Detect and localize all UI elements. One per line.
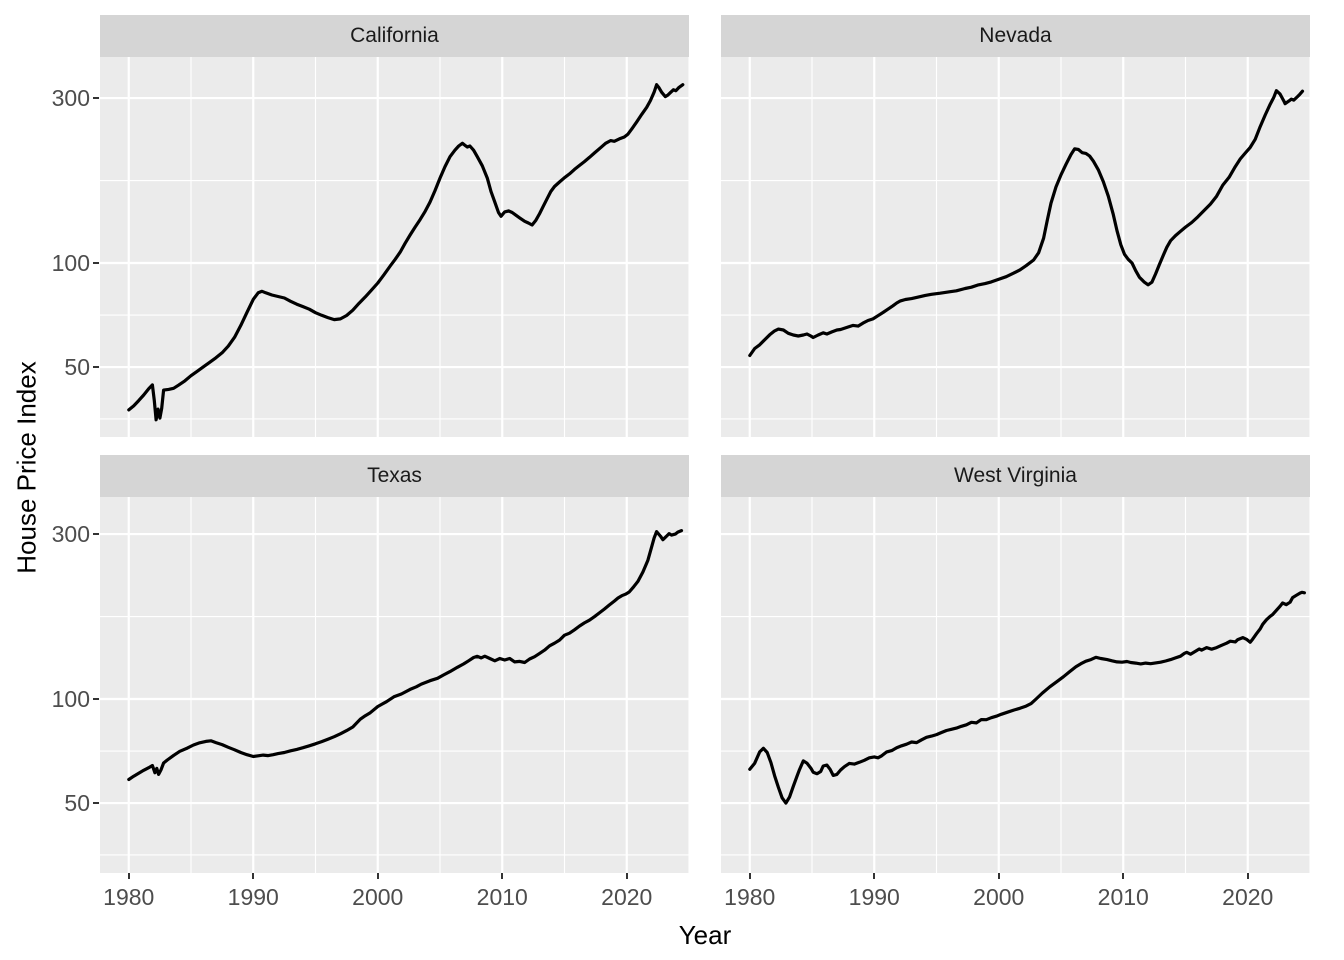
x-tick-label-1980: 1980 — [724, 884, 776, 910]
y-tick-mark — [93, 97, 99, 100]
plot-panel-west-virginia — [721, 497, 1310, 873]
y-tick-mark — [93, 262, 99, 264]
x-tick-mark — [127, 873, 130, 879]
y-tick-mark — [93, 366, 99, 369]
y-tick-label-100: 100 — [51, 685, 90, 712]
x-tick-mark — [252, 873, 255, 879]
facet-strip-nevada: Nevada — [721, 15, 1310, 57]
x-tick-mark — [997, 873, 1000, 879]
plot-panel-nevada — [721, 57, 1310, 437]
x-tick-mark — [1122, 873, 1125, 879]
y-tick-mark — [93, 802, 99, 805]
x-tick-mark — [376, 873, 379, 879]
x-tick-label-2020: 2020 — [601, 884, 653, 910]
x-tick-label-2010: 2010 — [476, 884, 528, 910]
y-tick-label-300: 300 — [51, 520, 90, 547]
facet-strip-label: Nevada — [979, 24, 1052, 47]
y-tick-label-100: 100 — [51, 249, 90, 276]
plot-panel-california — [100, 57, 689, 437]
facet-strip-label: West Virginia — [954, 464, 1077, 487]
facet-strip-label: California — [350, 24, 439, 47]
x-tick-mark — [873, 873, 876, 879]
x-tick-label-1980: 1980 — [103, 884, 155, 910]
facet-strip-california: California — [100, 15, 689, 57]
y-tick-label-50: 50 — [64, 789, 90, 816]
y-axis-title: House Price Index — [11, 361, 42, 574]
x-tick-label-2010: 2010 — [1097, 884, 1149, 910]
hpi-line-nevada — [748, 89, 1305, 358]
y-tick-mark — [93, 533, 99, 536]
y-tick-label-300: 300 — [51, 84, 90, 111]
y-tick-mark — [93, 698, 99, 700]
hpi-line-west-virginia — [748, 590, 1306, 805]
x-tick-mark — [1246, 873, 1249, 879]
facet-strip-west-virginia: West Virginia — [721, 455, 1310, 497]
facet-strip-label: Texas — [367, 464, 422, 487]
hpi-line-texas — [127, 529, 684, 782]
facet-strip-texas: Texas — [100, 455, 689, 497]
x-tick-mark — [748, 873, 751, 879]
x-tick-mark — [625, 873, 628, 879]
plot-panel-texas — [100, 497, 689, 873]
x-tick-label-2000: 2000 — [973, 884, 1025, 910]
x-tick-label-2000: 2000 — [352, 884, 404, 910]
x-axis-title: Year — [678, 920, 732, 950]
x-tick-label-2020: 2020 — [1222, 884, 1274, 910]
x-tick-label-1990: 1990 — [848, 884, 900, 910]
x-tick-mark — [501, 873, 504, 879]
hpi-line-california — [127, 83, 685, 422]
y-tick-label-50: 50 — [64, 353, 90, 380]
x-tick-label-1990: 1990 — [227, 884, 279, 910]
